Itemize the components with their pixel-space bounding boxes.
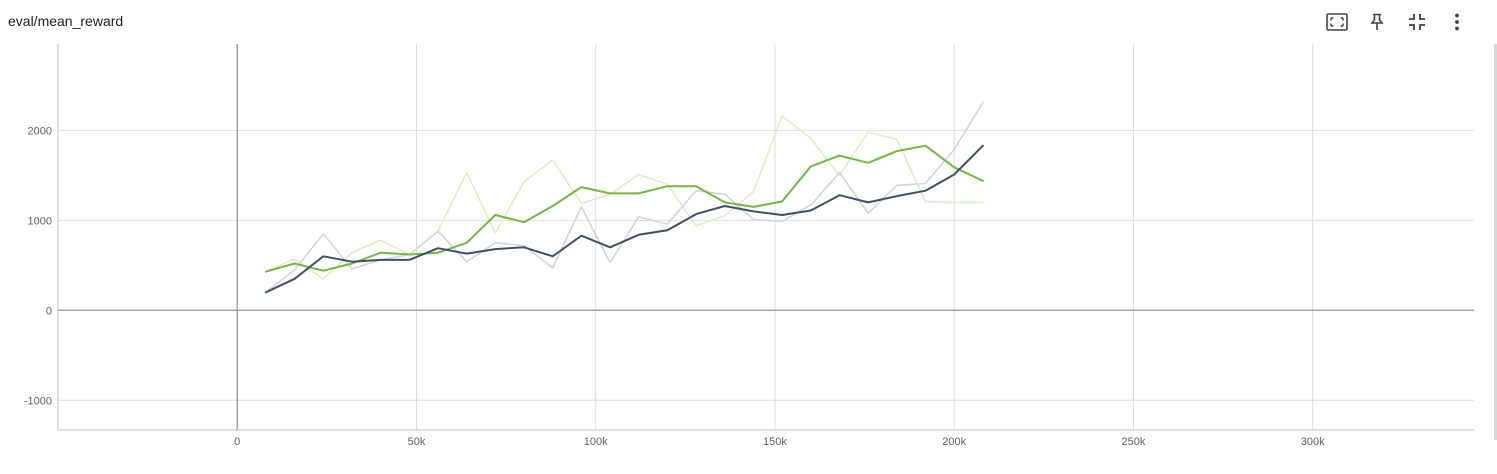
series-line-2-smoothed [264, 144, 984, 273]
fit-domain-icon [1326, 13, 1348, 31]
x-tick-label: 250k [1122, 436, 1146, 448]
series-line-0-raw [265, 115, 984, 280]
y-tick-label: -1000 [24, 395, 52, 407]
x-tick-label: 300k [1301, 436, 1325, 448]
fit-domain-button[interactable] [1317, 8, 1357, 36]
x-tick-label: 50k [408, 436, 426, 448]
y-tick-label: 0 [46, 305, 52, 317]
x-tick-label: 200k [942, 436, 966, 448]
x-tick-label: 0 [234, 436, 240, 448]
y-tick-label: 2000 [28, 125, 52, 137]
more-options-button[interactable] [1437, 8, 1477, 36]
pin-button[interactable] [1357, 8, 1397, 36]
more-vert-icon [1455, 13, 1459, 31]
card-toolbar [1317, 8, 1477, 36]
y-tick-label: 1000 [28, 215, 52, 227]
pin-icon [1370, 13, 1384, 30]
x-tick-label: 100k [584, 436, 608, 448]
series-line-1-raw [265, 101, 984, 294]
chart-title: eval/mean_reward [8, 13, 124, 29]
collapse-icon [1409, 14, 1425, 30]
x-tick-label: 150k [763, 436, 787, 448]
scrollbar[interactable] [1494, 44, 1497, 440]
series-line-3-smoothed [264, 144, 984, 294]
collapse-button[interactable] [1397, 8, 1437, 36]
